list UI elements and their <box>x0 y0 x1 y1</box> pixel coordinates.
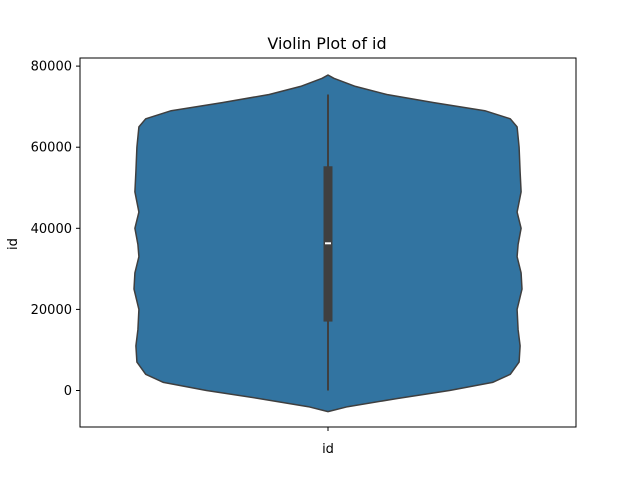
chart-title: Violin Plot of id <box>267 34 386 53</box>
y-tick-label: 20000 <box>31 303 72 318</box>
x-tick-label: id <box>322 442 334 457</box>
y-axis-label: id <box>6 238 21 250</box>
plot-area: 0 20000 40000 60000 80000 id <box>31 57 577 457</box>
y-tick-label: 0 <box>64 384 72 399</box>
y-tick-label: 60000 <box>31 141 72 156</box>
y-tick-label: 40000 <box>31 222 72 237</box>
y-tick-label: 80000 <box>31 60 72 75</box>
